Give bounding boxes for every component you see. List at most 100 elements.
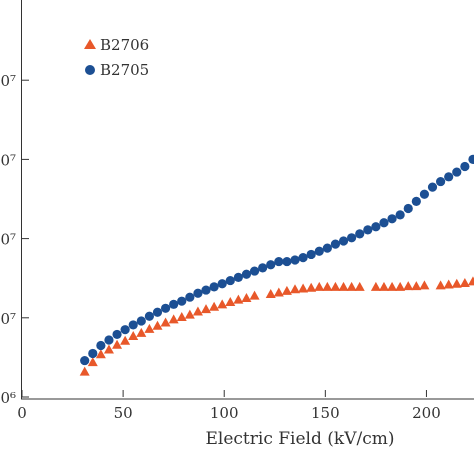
plot-frame	[21, 0, 474, 400]
point-b2706	[387, 281, 398, 291]
point-b2705	[298, 253, 308, 263]
point-b2705	[152, 307, 163, 317]
point-b2705	[217, 279, 227, 289]
point-b2706	[273, 287, 284, 297]
point-b2706	[79, 366, 90, 376]
point-b2705	[193, 288, 203, 298]
point-b2705	[338, 236, 349, 246]
legend-label-b2706: B2706	[100, 36, 149, 54]
x-axis-label: Electric Field (kV/cm)	[206, 429, 395, 449]
point-b2705	[403, 203, 413, 214]
point-b2705	[371, 222, 381, 232]
point-b2706	[290, 284, 300, 294]
point-b2706	[201, 304, 212, 314]
point-b2705	[112, 329, 122, 340]
point-b2705	[468, 154, 474, 164]
y-tick-label: 0⁷	[0, 231, 16, 249]
point-b2705	[363, 225, 373, 235]
point-b2706	[184, 309, 195, 319]
point-b2705	[411, 196, 421, 206]
point-b2705	[395, 210, 405, 220]
x-tick-label: 50	[114, 404, 133, 422]
point-b2706	[265, 289, 276, 299]
point-b2705	[80, 355, 90, 366]
point-b2706	[209, 301, 220, 311]
point-b2705	[306, 249, 316, 260]
point-b2706	[217, 299, 228, 309]
point-b2705	[120, 325, 130, 335]
point-b2706	[103, 344, 114, 354]
point-b2706	[403, 281, 414, 291]
point-b2706	[95, 349, 106, 359]
point-b2705	[355, 229, 365, 239]
point-b2705	[379, 218, 389, 228]
data-marks	[79, 154, 474, 376]
point-b2706	[411, 281, 422, 291]
point-b2706	[378, 281, 389, 291]
point-b2705	[452, 167, 462, 177]
y-tick-label: 0⁷	[0, 151, 16, 169]
point-b2706	[281, 285, 292, 295]
point-b2705	[282, 256, 292, 267]
x-tick-label: 200	[412, 404, 441, 422]
point-b2706	[435, 280, 446, 290]
point-b2705	[436, 176, 446, 187]
point-b2706	[330, 281, 341, 291]
point-b2706	[459, 277, 470, 287]
y-tick-label: 0⁷	[0, 72, 16, 90]
point-b2705	[209, 282, 219, 292]
point-b2706	[451, 278, 462, 288]
legend-label-b2705: B2705	[100, 61, 149, 79]
y-tick-label: 0⁷	[0, 310, 16, 328]
point-b2706	[112, 339, 123, 349]
point-b2706	[152, 320, 163, 330]
point-b2705	[330, 239, 341, 249]
point-b2705	[225, 275, 235, 286]
point-b2706	[467, 276, 474, 286]
point-b2705	[427, 182, 438, 192]
point-b2705	[160, 303, 171, 313]
point-b2705	[258, 263, 268, 273]
point-b2706	[249, 290, 260, 300]
point-b2705	[104, 335, 114, 345]
point-b2706	[120, 335, 131, 345]
x-tick-label: 150	[311, 404, 340, 422]
point-b2706	[314, 281, 325, 291]
point-b2706	[306, 282, 317, 292]
point-b2705	[241, 269, 252, 279]
point-b2705	[266, 260, 276, 270]
point-b2705	[169, 299, 179, 309]
point-b2705	[233, 272, 243, 283]
legend: B2706 B2705	[84, 36, 149, 79]
point-b2705	[460, 161, 470, 172]
point-b2705	[322, 243, 332, 253]
point-b2705	[136, 316, 146, 326]
point-b2705	[128, 320, 138, 330]
point-b2706	[338, 281, 349, 291]
point-b2705	[144, 311, 154, 321]
point-b2706	[419, 280, 430, 290]
axis-ticks: 0 50 100 150 200 0⁶ 0⁷ 0⁷ 0⁷ 0⁷	[0, 72, 440, 422]
x-tick-label: 100	[210, 404, 239, 422]
point-b2705	[274, 256, 284, 267]
point-b2706	[395, 281, 406, 291]
point-b2706	[241, 293, 252, 302]
point-b2705	[444, 172, 454, 182]
point-b2706	[354, 281, 365, 291]
point-b2705	[387, 214, 397, 224]
point-b2706	[136, 327, 147, 337]
point-b2706	[144, 323, 155, 333]
point-b2706	[233, 294, 244, 304]
legend-marker-b2706	[84, 39, 96, 49]
point-b2706	[128, 331, 139, 341]
point-b2706	[87, 357, 98, 367]
point-b2705	[314, 246, 324, 256]
point-b2705	[185, 292, 195, 302]
point-b2705	[177, 296, 187, 306]
legend-marker-b2705	[85, 65, 95, 75]
point-b2706	[225, 296, 236, 306]
point-b2705	[88, 348, 98, 359]
point-b2706	[322, 281, 333, 291]
point-b2706	[298, 283, 309, 293]
